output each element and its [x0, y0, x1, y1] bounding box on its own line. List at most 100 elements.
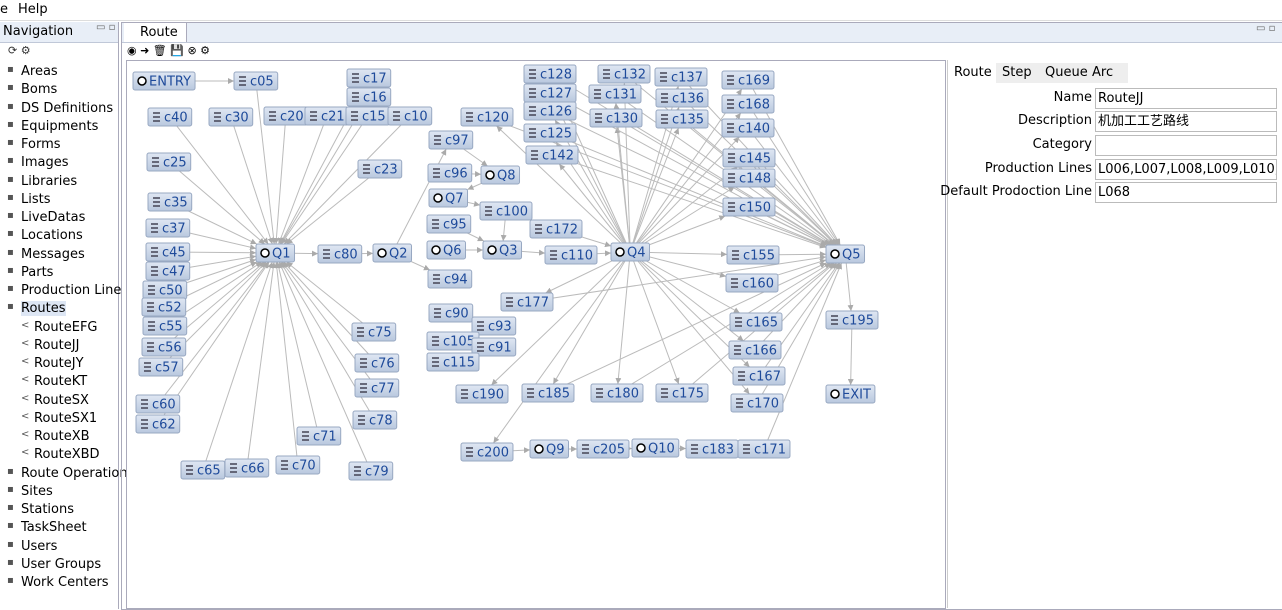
route-node[interactable]: c75: [351, 322, 397, 342]
route-node[interactable]: c145: [722, 148, 776, 168]
property-tab[interactable]: Arc: [1086, 63, 1128, 83]
route-node[interactable]: c70: [275, 455, 321, 475]
tree-item[interactable]: Lists: [21, 191, 51, 207]
field-value[interactable]: L068: [1095, 182, 1277, 203]
route-node[interactable]: c23: [357, 159, 403, 179]
tree-item[interactable]: Production Line: [21, 283, 122, 298]
route-node[interactable]: Q7: [428, 188, 469, 208]
panel-controls[interactable]: ▭ ▫: [1256, 23, 1276, 34]
tree-item[interactable]: Messages: [21, 246, 85, 262]
tree-item[interactable]: LiveDatas: [21, 210, 86, 225]
route-node[interactable]: Q8: [480, 165, 521, 185]
menu-item[interactable]: e: [0, 2, 8, 17]
property-tab[interactable]: Step: [996, 63, 1039, 83]
route-node[interactable]: c62: [135, 414, 181, 434]
route-node[interactable]: c20: [263, 106, 309, 126]
route-node[interactable]: c155: [726, 245, 780, 265]
route-node[interactable]: c45: [145, 242, 191, 262]
route-node[interactable]: Q10: [631, 438, 680, 458]
route-node[interactable]: c183: [685, 439, 739, 459]
route-node[interactable]: c160: [725, 273, 779, 293]
route-node[interactable]: c37: [145, 218, 191, 238]
route-node[interactable]: c90: [428, 303, 474, 323]
route-node[interactable]: c120: [460, 107, 514, 127]
route-node[interactable]: c65: [180, 460, 226, 480]
editor-tab[interactable]: Route: [124, 23, 187, 42]
route-node[interactable]: c125: [523, 123, 577, 143]
tree-item[interactable]: Boms: [21, 82, 58, 98]
route-node[interactable]: ENTRY: [132, 71, 196, 91]
route-node[interactable]: c35: [147, 192, 193, 212]
tree-item[interactable]: TaskSheet: [21, 520, 87, 536]
route-node[interactable]: c170: [730, 393, 784, 413]
route-node[interactable]: c172: [529, 219, 583, 239]
route-node[interactable]: c100: [479, 201, 533, 221]
route-node[interactable]: Q2: [372, 243, 413, 263]
tree-item[interactable]: Stations: [21, 502, 74, 517]
tree-item[interactable]: Images: [21, 155, 69, 171]
route-node[interactable]: c05: [233, 71, 279, 91]
route-node[interactable]: Q1: [255, 243, 296, 263]
route-node[interactable]: c166: [728, 340, 782, 360]
route-node[interactable]: c10: [387, 106, 433, 126]
tree-item[interactable]: Parts: [21, 264, 54, 280]
property-tab[interactable]: Queue: [1039, 63, 1088, 83]
route-node[interactable]: c135: [655, 109, 709, 129]
tree-item[interactable]: RouteSX1: [34, 410, 98, 426]
route-node[interactable]: c105: [426, 331, 480, 351]
tree-item[interactable]: RouteKT: [34, 374, 88, 390]
panel-controls[interactable]: ▭ ▫: [96, 22, 116, 33]
field-value[interactable]: [1095, 135, 1277, 156]
route-node[interactable]: c127: [523, 83, 577, 103]
route-node[interactable]: c165: [729, 312, 783, 332]
tree-item[interactable]: RouteJJ: [34, 337, 80, 353]
route-node[interactable]: c136: [655, 88, 709, 108]
route-node[interactable]: c77: [354, 378, 400, 398]
route-node[interactable]: c93: [471, 316, 517, 336]
route-node[interactable]: c15: [345, 106, 391, 126]
tree-item[interactable]: Areas: [21, 64, 58, 79]
route-node[interactable]: c76: [354, 353, 400, 373]
route-node[interactable]: Q4: [610, 242, 651, 262]
route-node[interactable]: c169: [721, 70, 775, 90]
route-node[interactable]: c40: [147, 107, 193, 127]
route-node[interactable]: c190: [455, 384, 509, 404]
tree-item[interactable]: Libraries: [21, 173, 78, 189]
route-node[interactable]: c142: [525, 145, 579, 165]
route-node[interactable]: Q9: [529, 439, 570, 459]
editor-toolbar[interactable]: ◉ ➜ 🗑 💾 ⊗ ⚙: [127, 44, 211, 57]
route-node[interactable]: c80: [317, 244, 363, 264]
route-node[interactable]: c94: [427, 269, 473, 289]
tree-item[interactable]: RouteEFG: [34, 319, 98, 335]
route-node[interactable]: c130: [589, 108, 643, 128]
route-node[interactable]: c78: [352, 410, 398, 430]
route-node[interactable]: c110: [544, 245, 598, 265]
field-value[interactable]: RouteJJ: [1095, 88, 1277, 109]
tree-item[interactable]: Work Centers: [21, 575, 109, 590]
route-node[interactable]: c66: [224, 458, 270, 478]
route-node[interactable]: c140: [721, 118, 775, 138]
route-node[interactable]: c56: [141, 337, 187, 357]
route-node[interactable]: c205: [576, 439, 630, 459]
route-node[interactable]: c148: [722, 168, 776, 188]
route-node[interactable]: c180: [590, 383, 644, 403]
route-node[interactable]: c150: [722, 197, 776, 217]
tree-item[interactable]: Equipments: [21, 118, 99, 134]
route-node[interactable]: c47: [145, 261, 191, 281]
tree-item[interactable]: RouteJY: [34, 356, 84, 371]
route-node[interactable]: c115: [426, 352, 480, 372]
route-node[interactable]: c91: [471, 337, 517, 357]
tree-item[interactable]: Routes: [21, 301, 66, 317]
tree-item[interactable]: User Groups: [21, 556, 102, 572]
route-node[interactable]: c95: [426, 214, 472, 234]
tree-item[interactable]: RouteXBD: [34, 447, 100, 463]
route-node[interactable]: Q3: [482, 240, 523, 260]
tree-item[interactable]: Users: [21, 538, 58, 554]
route-node[interactable]: Q6: [426, 240, 467, 260]
property-tab[interactable]: Route: [948, 63, 996, 83]
route-node[interactable]: c128: [523, 64, 577, 84]
route-node[interactable]: c52: [141, 297, 187, 317]
route-node[interactable]: c177: [500, 292, 554, 312]
route-node[interactable]: c57: [138, 357, 184, 377]
route-node[interactable]: c131: [588, 84, 642, 104]
